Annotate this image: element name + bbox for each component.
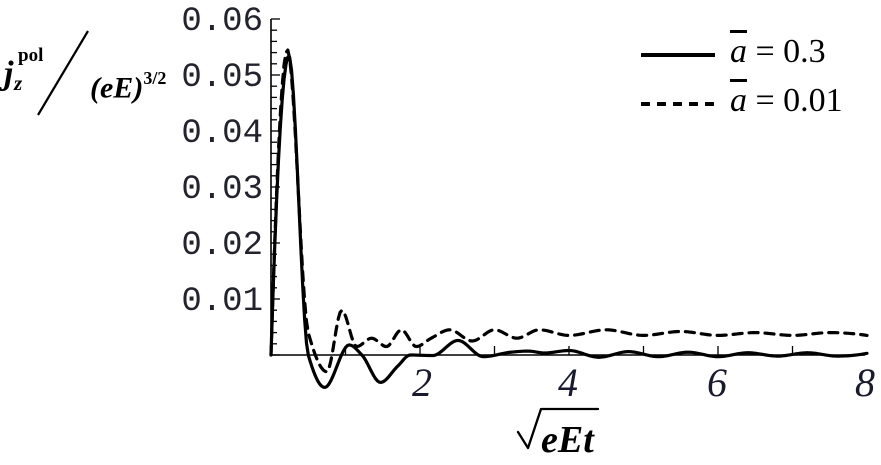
svg-text:eEt: eEt xyxy=(541,419,595,461)
